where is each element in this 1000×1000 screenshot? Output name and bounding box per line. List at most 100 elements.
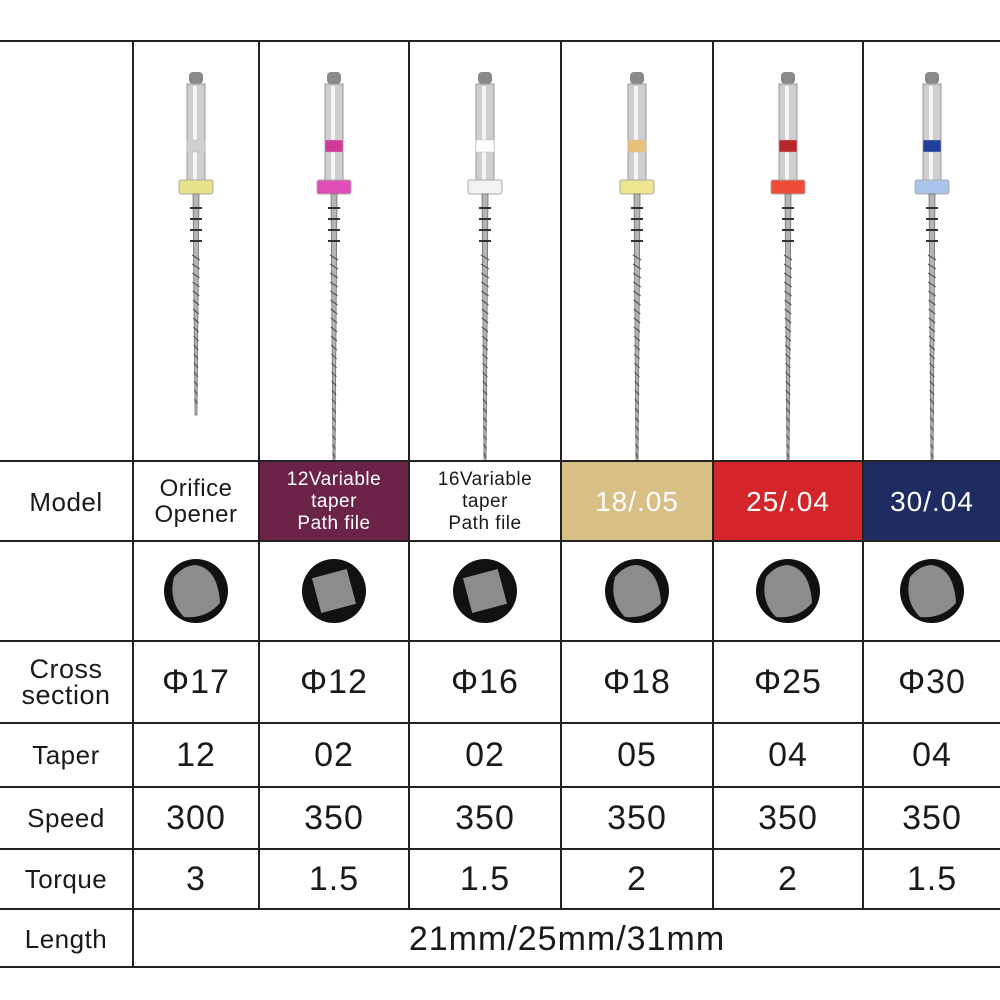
file-flute (929, 425, 935, 432)
file-flute (930, 443, 934, 450)
row-label-empty (0, 542, 134, 640)
file-flute (332, 452, 336, 459)
file-flute (635, 434, 639, 441)
length-cell: 21mm/25mm/31mm (134, 910, 1000, 968)
endodontic-file-image (619, 72, 655, 460)
file-stopper-ring (178, 179, 214, 195)
file-flute (635, 443, 639, 450)
file-flute (928, 353, 936, 360)
file-flute (927, 263, 937, 270)
file-flute (332, 434, 336, 441)
cross-section-icon-cell (134, 542, 260, 640)
torque-value: 1.5 (906, 859, 958, 898)
file-flute (632, 272, 642, 279)
file-flute (192, 299, 200, 306)
file-flute (634, 398, 640, 405)
speed-row: Speed 300 350 350 350 350 350 (0, 788, 1000, 848)
file-shaft (192, 193, 200, 416)
file-flute (482, 407, 488, 414)
file-flute (332, 443, 336, 450)
file-flute (634, 416, 640, 423)
file-flute (331, 371, 337, 378)
torque-value: 3 (186, 859, 206, 898)
torque-label: Torque (24, 864, 108, 894)
file-flute (194, 398, 198, 405)
model-label: Model (29, 487, 103, 517)
file-flute (331, 362, 337, 369)
table-border-top (0, 40, 1000, 42)
file-flute (633, 335, 641, 342)
file-flute (633, 308, 641, 315)
diameter-value: Φ12 (300, 662, 368, 701)
row-label-empty (0, 40, 134, 460)
cross-section-icon (900, 559, 964, 623)
endodontic-file-image (178, 72, 214, 416)
file-flute (330, 308, 338, 315)
torque-value: 1.5 (308, 859, 360, 898)
file-handle-shine (929, 86, 933, 192)
table-divider (0, 460, 1000, 462)
file-flute (928, 335, 936, 342)
file-flute (331, 398, 337, 405)
file-flute (481, 335, 489, 342)
file-flute (783, 281, 793, 288)
file-flute (483, 443, 487, 450)
cross-section-icon-cell (562, 542, 714, 640)
diameter-cell: Φ16 (410, 642, 562, 722)
file-flute (930, 452, 934, 459)
taper-value: 02 (465, 735, 505, 774)
file-flute (193, 362, 199, 369)
file-flute (632, 281, 642, 288)
diameter-value: Φ25 (754, 662, 822, 701)
file-flute (330, 299, 338, 306)
file-flute (191, 254, 201, 261)
file-flute (786, 452, 790, 459)
file-flute (785, 371, 791, 378)
torque-cell: 1.5 (864, 850, 1000, 908)
speed-cell: 300 (134, 788, 260, 848)
taper-value: 04 (768, 735, 808, 774)
table-divider (0, 786, 1000, 788)
file-flute (929, 362, 935, 369)
file-flute (193, 335, 199, 342)
file-flute (480, 263, 490, 270)
file-flute (929, 407, 935, 414)
torque-value: 2 (778, 859, 798, 898)
file-flute (192, 290, 200, 297)
taper-value: 02 (314, 735, 354, 774)
file-flute (633, 317, 641, 324)
file-flute (481, 299, 489, 306)
cross-section-label: Cross section (21, 654, 111, 710)
file-flute (481, 353, 489, 360)
file-flute (331, 389, 337, 396)
torque-value: 2 (627, 859, 647, 898)
file-flute (480, 281, 490, 288)
diameter-value: Φ17 (162, 662, 230, 701)
model-cell: 25/.04 (714, 462, 864, 542)
file-flute (192, 317, 200, 324)
file-flute (331, 380, 337, 387)
cross-section-icon-cell (260, 542, 410, 640)
file-flute (784, 299, 792, 306)
file-flute (784, 353, 792, 360)
row-label-cross-section: Cross section (0, 642, 134, 722)
file-flute (481, 290, 489, 297)
file-flute (483, 434, 487, 441)
file-flute (481, 308, 489, 315)
file-flute (634, 380, 640, 387)
model-name: 12Variable taper Path file (286, 469, 382, 534)
length-row: Length 21mm/25mm/31mm (0, 910, 1000, 968)
file-stopper-ring (914, 179, 950, 195)
file-flute (331, 425, 337, 432)
speed-label: Speed (27, 803, 105, 833)
file-flute (928, 317, 936, 324)
file-flute (329, 281, 339, 288)
file-cap (925, 72, 939, 84)
cross-section-icon (302, 559, 366, 623)
endodontic-file-image (316, 72, 352, 460)
file-flute (784, 326, 792, 333)
file-stopper-ring (770, 179, 806, 195)
file-flute (633, 290, 641, 297)
file-flute (192, 326, 200, 333)
file-image-cell (410, 40, 562, 460)
